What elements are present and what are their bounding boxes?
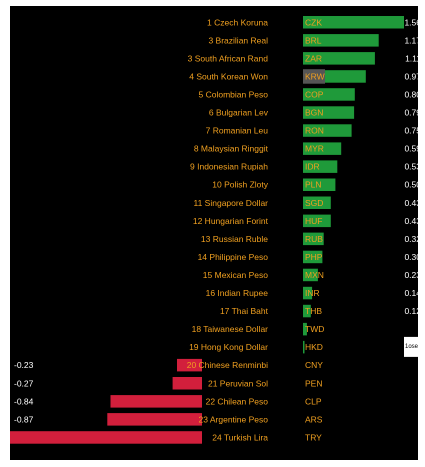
row-czk-name-label: 1 Czech Koruna	[207, 17, 268, 27]
row-twd-name-label: 18 Taiwanese Dollar	[192, 324, 269, 334]
row-bgn-name-label: 6 Bulgarian Lev	[209, 108, 269, 118]
row-hkd-bar	[303, 340, 305, 354]
row-idr-name-label: 9 Indonesian Rupiah	[190, 162, 268, 172]
row-inr-value-label: 0.14	[404, 288, 418, 298]
row-brl-value-label: 1.17	[404, 35, 418, 45]
row-thb-code-label: THB	[305, 306, 322, 316]
row-cny-code-label: CNY	[305, 360, 323, 370]
row-zar-bar	[303, 52, 375, 65]
row-php-code-label: PHP	[305, 252, 323, 262]
row-rub-value-label: 0.32	[404, 234, 418, 244]
row-myr-code-label: MYR	[305, 144, 324, 154]
row-twd-bar	[303, 322, 307, 336]
row-cop-bar	[303, 88, 355, 101]
row-myr-name-label: 8 Malaysian Ringgit	[194, 144, 269, 154]
row-mxn-name-label: 15 Mexican Peso	[203, 270, 268, 280]
row-idr-bar	[303, 160, 338, 173]
row-pen-name-label: 21 Peruvian Sol	[208, 378, 268, 388]
row-czk-code-label: CZK	[305, 17, 322, 27]
row-rub-bar	[303, 232, 324, 246]
row-bgn-bar	[303, 106, 355, 119]
row-czk-bar	[303, 16, 404, 29]
row-sgd-name-label: 11 Singapore Dollar	[194, 198, 269, 208]
row-mxn-code-label: MXN	[305, 270, 324, 280]
row-mxn-bar	[303, 268, 318, 282]
tooltip-text: 1ose-2	[405, 344, 418, 350]
row-php-bar	[303, 250, 323, 264]
row-try-name-label: 24 Turkish Lira	[212, 432, 268, 442]
row-ron-name-label: 7 Romanian Leu	[206, 126, 269, 136]
chart-panel: -0.23-0.27-0.84-0.87-2.25 1 Czech Koruna…	[10, 6, 418, 460]
row-thb-value-label: 0.12	[404, 306, 418, 316]
row-cny-value-label: -0.23	[14, 360, 34, 370]
row-php-value-label: 0.30	[404, 252, 418, 262]
row-cny-bar	[177, 358, 202, 372]
row-ron-bar	[303, 124, 352, 137]
row-ars-code-label: ARS	[305, 414, 323, 424]
row-bgn-code-label: BGN	[305, 108, 323, 118]
row-huf-value-label: 0.43	[404, 216, 418, 226]
tooltip-box	[404, 336, 418, 357]
row-krw-value-label: 0.97	[404, 71, 418, 81]
row-rub-code-label: RUB	[305, 234, 323, 244]
row-inr-code-label: INR	[305, 288, 320, 298]
row-inr-name-label: 16 Indian Rupee	[206, 288, 269, 298]
row-zar-value-label: 1.11	[405, 53, 418, 63]
row-try-bar	[10, 431, 202, 444]
row-brl-code-label: BRL	[305, 35, 322, 45]
row-twd-code-label: TWD	[305, 324, 324, 334]
row-php-name-label: 14 Philippine Peso	[198, 252, 269, 262]
row-myr-bar	[303, 142, 342, 155]
row-rub-name-label: 13 Russian Ruble	[201, 234, 268, 244]
row-clp-value-label: -0.84	[14, 396, 34, 406]
row-pln-bar	[303, 178, 336, 191]
row-huf-bar	[303, 214, 331, 228]
row-huf-name-label: 12 Hungarian Forint	[193, 216, 269, 226]
row-pln-code-label: PLN	[305, 180, 322, 190]
row-ron-code-label: RON	[305, 126, 324, 136]
row-sgd-value-label: 0.43	[404, 198, 418, 208]
row-clp-bar	[110, 395, 202, 408]
row-myr-value-label: 0.59	[404, 144, 418, 154]
row-pln-name-label: 10 Polish Zloty	[212, 180, 268, 190]
row-ars-value-label: -0.87	[14, 414, 34, 424]
row-zar-code-label: ZAR	[305, 53, 322, 63]
bar-chart: -0.23-0.27-0.84-0.87-2.25 1 Czech Koruna…	[10, 16, 418, 444]
row-ron-value-label: 0.75	[404, 126, 418, 136]
row-czk-value-label: 1.56	[404, 17, 418, 27]
row-thb-bar	[303, 304, 311, 318]
row-thb-name-label: 17 Thai Baht	[220, 306, 269, 316]
row-idr-value-label: 0.53	[404, 162, 418, 172]
row-pen-value-label: -0.27	[14, 378, 34, 388]
row-mxn-value-label: 0.23	[404, 270, 418, 280]
row-try-code-label: TRY	[305, 432, 322, 442]
row-idr-code-label: IDR	[305, 162, 320, 172]
row-ars-bar	[107, 413, 202, 426]
row-bgn-value-label: 0.79	[404, 108, 418, 118]
row-cop-name-label: 5 Colombian Peso	[199, 90, 269, 100]
row-sgd-code-label: SGD	[305, 198, 323, 208]
row-pen-code-label: PEN	[305, 378, 322, 388]
row-hkd-name-label: 19 Hong Kong Dollar	[189, 342, 268, 352]
row-pen-bar	[172, 377, 202, 390]
row-ars-name-label: 23 Argentine Peso	[199, 414, 269, 424]
row-brl-name-label: 3 Brazilian Real	[208, 35, 268, 45]
row-brl-bar	[303, 34, 379, 47]
row-cop-code-label: COP	[305, 90, 324, 100]
row-cny-name-label: 20 Chinese Renminbi	[187, 360, 268, 370]
row-pln-value-label: 0.50	[404, 180, 418, 190]
row-clp-code-label: CLP	[305, 396, 322, 406]
row-clp-name-label: 22 Chilean Peso	[206, 396, 269, 406]
row-huf-code-label: HUF	[305, 216, 322, 226]
row-inr-bar	[303, 286, 313, 300]
row-zar-name-label: 3 South African Rand	[188, 53, 269, 63]
row-krw-code-label: KRW	[305, 71, 325, 81]
row-krw-name-label: 4 South Korean Won	[189, 71, 268, 81]
row-sgd-bar	[303, 196, 331, 209]
row-hkd-code-label: HKD	[305, 342, 323, 352]
row-krw-highlight	[303, 69, 325, 84]
row-cop-value-label: 0.80	[404, 90, 418, 100]
